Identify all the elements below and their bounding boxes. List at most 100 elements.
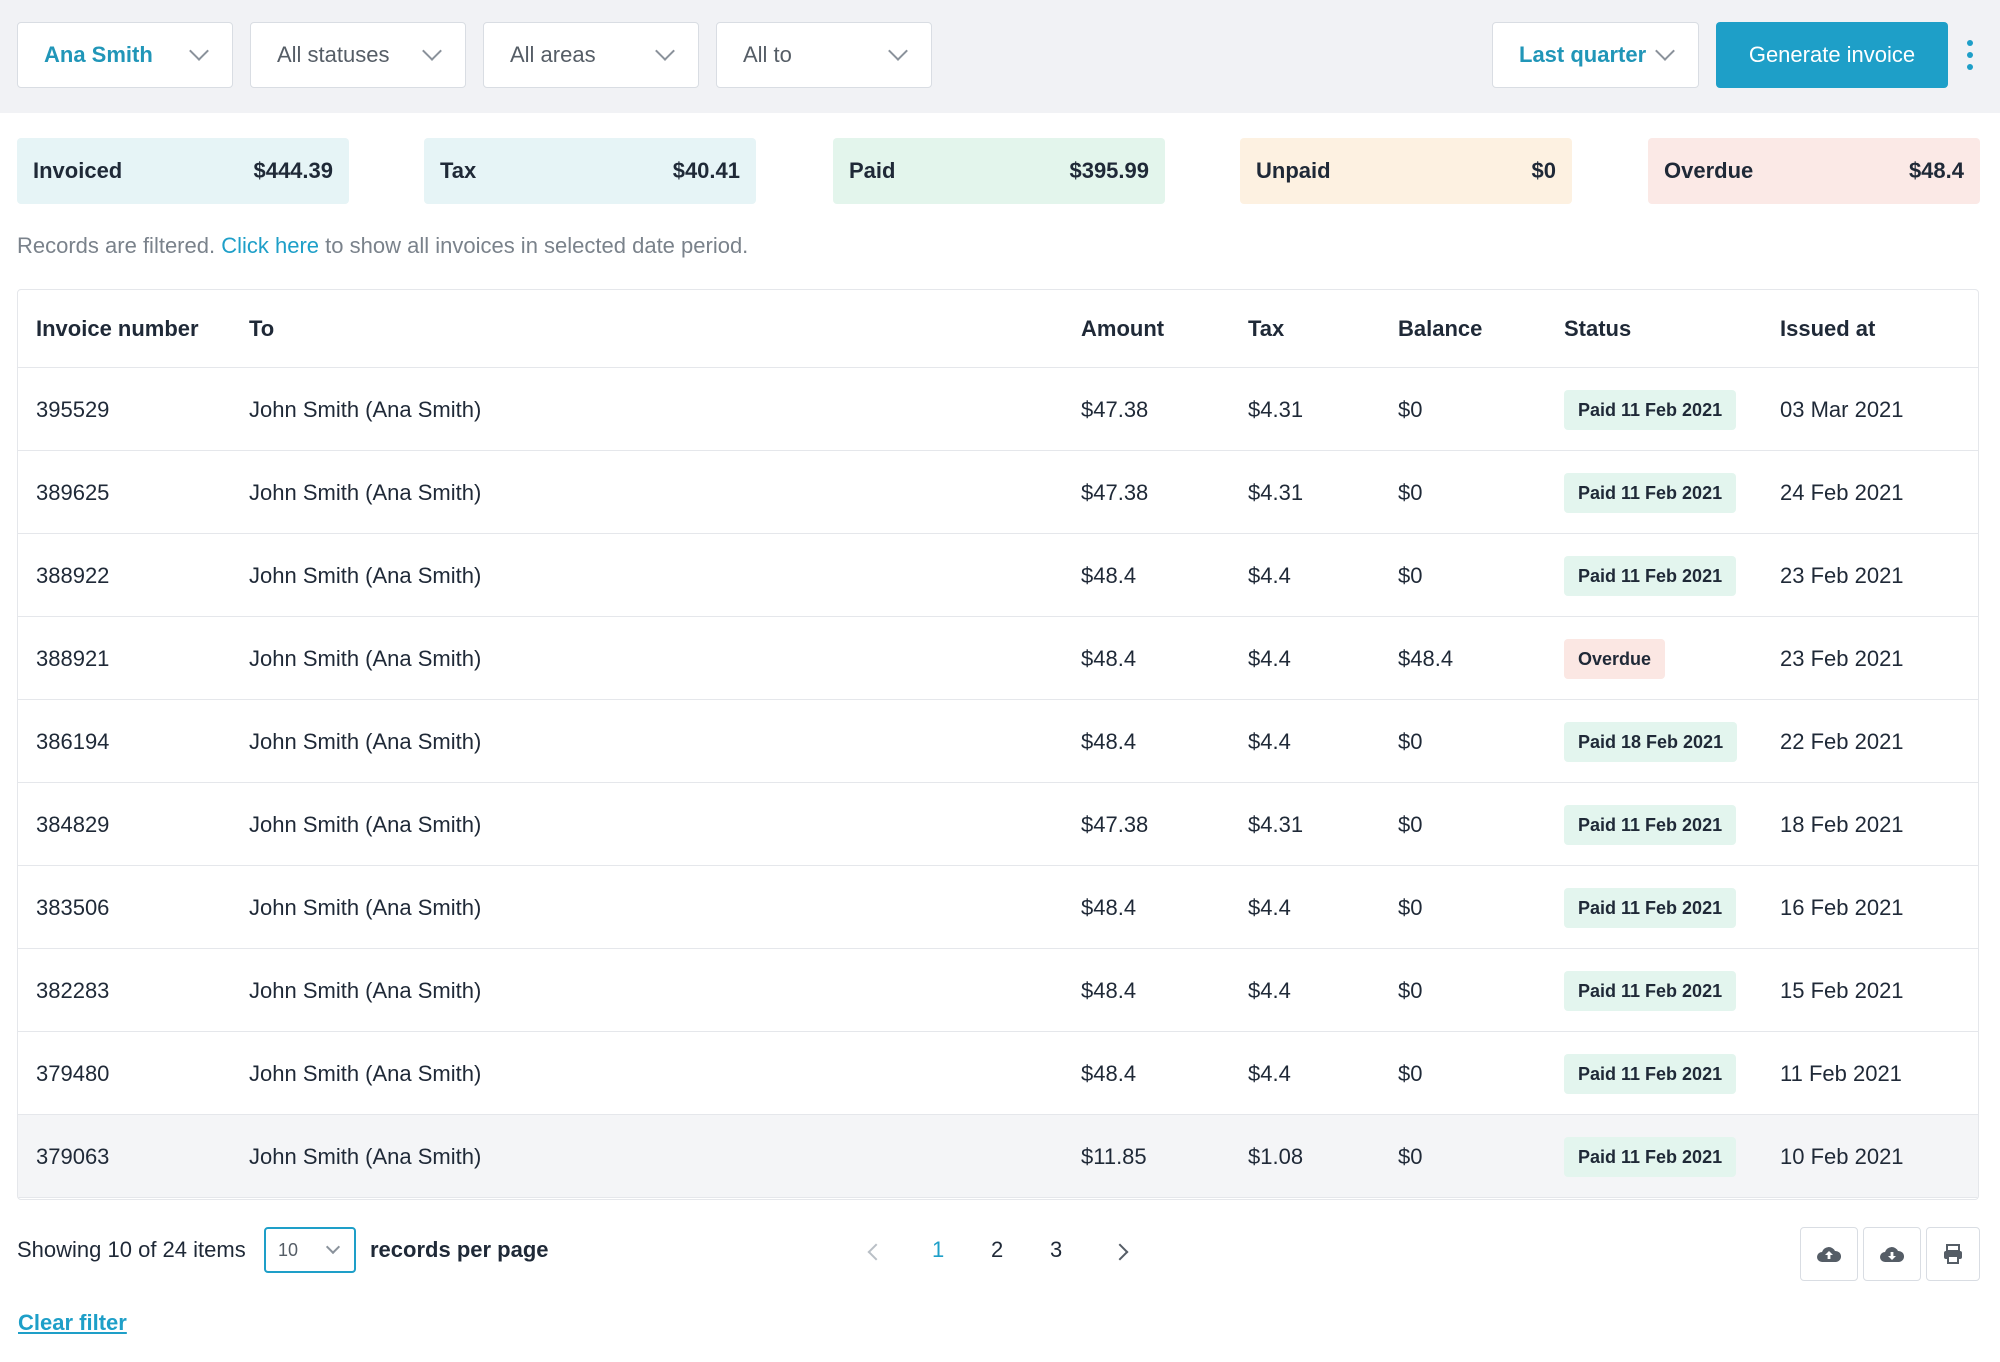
- cell-balance: $0: [1398, 895, 1423, 920]
- cell-balance: $0: [1398, 1144, 1423, 1169]
- column-header-status[interactable]: Status: [1564, 316, 1632, 341]
- summary-card-value: $0: [1531, 158, 1556, 183]
- cell-to: John Smith (Ana Smith): [249, 729, 482, 754]
- cell-to: John Smith (Ana Smith): [249, 978, 482, 1003]
- person-filter-select[interactable]: Ana Smith: [17, 22, 233, 88]
- cell-number: 395529: [36, 397, 110, 422]
- status-badge: Paid 11 Feb 2021: [1564, 473, 1737, 513]
- status-badge: Paid 11 Feb 2021: [1564, 390, 1737, 430]
- summary-card-overdue: Overdue $48.4: [1648, 138, 1980, 204]
- column-header-invoice-number[interactable]: Invoice number: [36, 316, 199, 341]
- summary-card-value: $444.39: [253, 158, 333, 183]
- cell-amount: $48.4: [1081, 563, 1137, 588]
- cell-amount: $48.4: [1081, 1061, 1137, 1086]
- column-header-balance[interactable]: Balance: [1398, 316, 1483, 341]
- table-row[interactable]: 382283 John Smith (Ana Smith) $48.4 $4.4 $0 P…: [18, 949, 1978, 1032]
- page-link-3[interactable]: 3: [1050, 1237, 1063, 1262]
- printer-icon: [1944, 1244, 1962, 1264]
- column-header-tax[interactable]: Tax: [1248, 316, 1285, 341]
- per-page-value: 10: [278, 1239, 299, 1260]
- to-filter-value: All to: [743, 42, 792, 67]
- summary-card-tax: Tax $40.41: [424, 138, 756, 204]
- period-filter-select[interactable]: Last quarter: [1492, 22, 1699, 88]
- cell-number: 379480: [36, 1061, 110, 1086]
- cell-balance: $0: [1398, 563, 1423, 588]
- summary-card-label: Paid: [849, 158, 896, 183]
- status-badge: Paid 11 Feb 2021: [1564, 971, 1737, 1011]
- summary-card-label: Unpaid: [1256, 158, 1331, 183]
- table-row[interactable]: 379480 John Smith (Ana Smith) $48.4 $4.4 $0 P…: [18, 1032, 1978, 1115]
- column-header-amount[interactable]: Amount: [1081, 316, 1165, 341]
- items-count: Showing 10 of 24 items: [17, 1237, 246, 1262]
- cell-amount: $11.85: [1081, 1144, 1147, 1169]
- cell-amount: $48.4: [1081, 646, 1137, 671]
- person-filter-value: Ana Smith: [44, 42, 153, 67]
- cell-to: John Smith (Ana Smith): [249, 646, 482, 671]
- page-link-1[interactable]: 1: [932, 1237, 945, 1262]
- column-header-issued-at[interactable]: Issued at: [1780, 316, 1876, 341]
- table-row[interactable]: 379063 John Smith (Ana Smith) $11.85 $1.08 $…: [18, 1115, 1978, 1198]
- column-header-to[interactable]: To: [249, 316, 275, 341]
- cell-to: John Smith (Ana Smith): [249, 1144, 482, 1169]
- cell-tax: $4.4: [1248, 978, 1291, 1003]
- area-filter-select[interactable]: All areas: [483, 22, 699, 88]
- cell-balance: $0: [1398, 978, 1423, 1003]
- chevron-down-icon: [325, 1239, 341, 1255]
- summary-card-label: Invoiced: [33, 158, 123, 183]
- table-row[interactable]: 395529 John Smith (Ana Smith) $47.38 $4.31 $…: [18, 368, 1978, 451]
- cell-to: John Smith (Ana Smith): [249, 563, 482, 588]
- filter-bar: Ana Smith All statuses All areas All to …: [0, 0, 2000, 113]
- chevron-left-icon[interactable]: [867, 1243, 885, 1261]
- cloud-download-icon: [1880, 1247, 1905, 1262]
- cell-number: 382283: [36, 978, 110, 1003]
- cell-balance: $0: [1398, 480, 1423, 505]
- cell-balance: $0: [1398, 1061, 1423, 1086]
- table-row[interactable]: 384829 John Smith (Ana Smith) $47.38 $4.31 $…: [18, 783, 1978, 866]
- clear-filter-link[interactable]: Clear filter: [18, 1310, 127, 1335]
- print-button[interactable]: [1926, 1227, 1980, 1281]
- cell-to: John Smith (Ana Smith): [249, 480, 482, 505]
- summary-card-paid: Paid $395.99: [833, 138, 1165, 204]
- cell-amount: $48.4: [1081, 895, 1137, 920]
- summary-card-label: Tax: [440, 158, 477, 183]
- table-row[interactable]: 388922 John Smith (Ana Smith) $48.4 $4.4 $0 P…: [18, 534, 1978, 617]
- download-button[interactable]: [1863, 1227, 1921, 1281]
- table-row[interactable]: 389625 John Smith (Ana Smith) $47.38 $4.31 $…: [18, 451, 1978, 534]
- summary-card-value: $40.41: [672, 158, 740, 183]
- page-link-2[interactable]: 2: [991, 1237, 1004, 1262]
- filter-notice-prefix: Records are filtered.: [17, 233, 216, 258]
- table-row[interactable]: 388921 John Smith (Ana Smith) $48.4 $4.4 $48…: [18, 617, 1978, 700]
- cell-number: 379063: [36, 1144, 110, 1169]
- cloud-upload-icon: [1817, 1247, 1842, 1262]
- status-filter-value: All statuses: [277, 42, 390, 67]
- generate-invoice-button[interactable]: Generate invoice: [1716, 22, 1948, 88]
- cell-to: John Smith (Ana Smith): [249, 397, 482, 422]
- per-page-select[interactable]: 10: [264, 1227, 356, 1273]
- summary-card-invoiced: Invoiced $444.39: [17, 138, 349, 204]
- status-filter-select[interactable]: All statuses: [250, 22, 466, 88]
- chevron-down-icon: [422, 41, 442, 61]
- cell-issued: 23 Feb 2021: [1780, 646, 1904, 671]
- cell-tax: $4.31: [1248, 812, 1304, 837]
- filter-notice-suffix: to show all invoices in selected date pe…: [325, 233, 749, 258]
- kebab-menu-icon[interactable]: [1966, 40, 1974, 70]
- upload-button[interactable]: [1800, 1227, 1858, 1281]
- cell-amount: $47.38: [1081, 480, 1149, 505]
- cell-issued: 15 Feb 2021: [1780, 978, 1904, 1003]
- table-row[interactable]: 386194 John Smith (Ana Smith) $48.4 $4.4 $0 P…: [18, 700, 1978, 783]
- cell-issued: 03 Mar 2021: [1780, 397, 1904, 422]
- summary-card-value: $395.99: [1069, 158, 1149, 183]
- cell-balance: $48.4: [1398, 646, 1454, 671]
- filter-notice: Records are filtered. Click here to show…: [17, 233, 748, 259]
- cell-number: 386194: [36, 729, 110, 754]
- chevron-down-icon: [189, 41, 209, 61]
- table-row[interactable]: 383506 John Smith (Ana Smith) $48.4 $4.4 $0 P…: [18, 866, 1978, 949]
- cell-issued: 24 Feb 2021: [1780, 480, 1904, 505]
- show-all-invoices-link[interactable]: Click here: [221, 233, 320, 258]
- cell-tax: $4.31: [1248, 397, 1304, 422]
- cell-tax: $4.4: [1248, 1061, 1291, 1086]
- to-filter-select[interactable]: All to: [716, 22, 932, 88]
- per-page-label: records per page: [370, 1237, 549, 1262]
- chevron-right-icon[interactable]: [1111, 1243, 1129, 1261]
- cell-tax: $4.4: [1248, 563, 1291, 588]
